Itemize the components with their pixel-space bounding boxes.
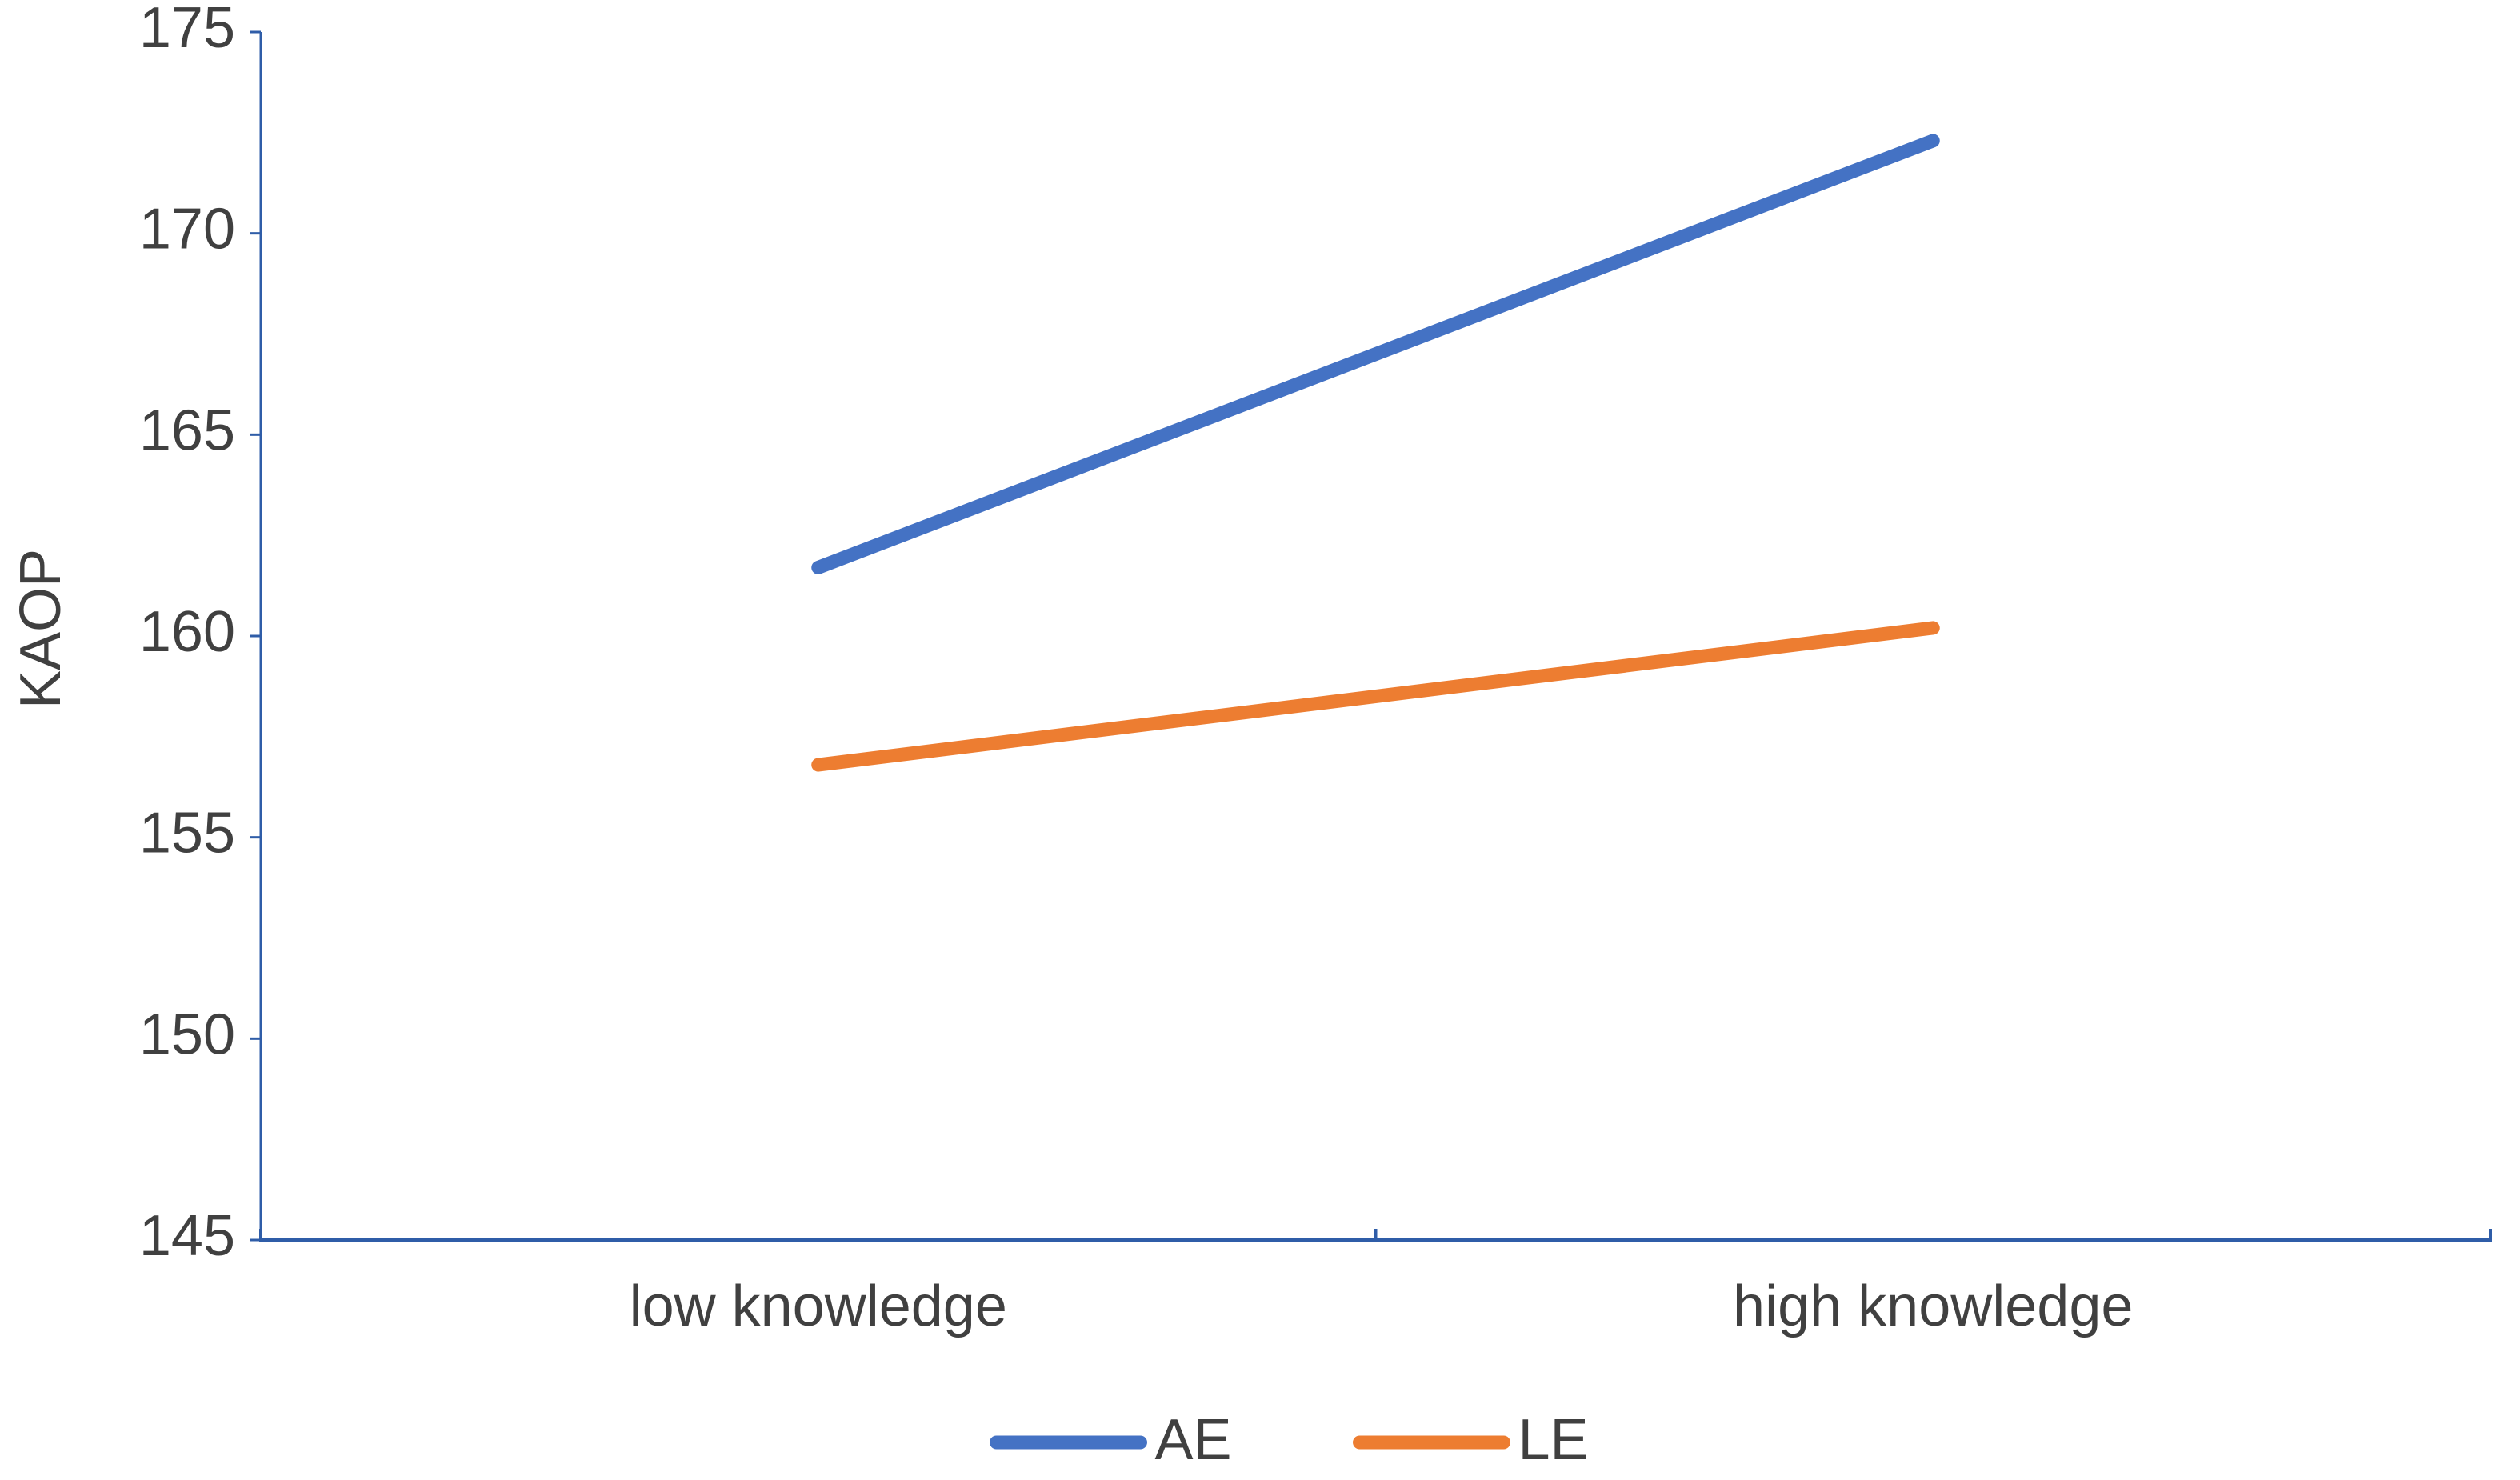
x-tick-label: low knowledge xyxy=(630,1274,1007,1338)
x-tick-label: high knowledge xyxy=(1733,1274,2133,1338)
series-line xyxy=(811,621,1940,772)
y-tick-label: 150 xyxy=(139,1002,235,1066)
y-tick-label: 165 xyxy=(139,398,235,462)
y-tick-label: 160 xyxy=(139,600,235,664)
legend-label: AE xyxy=(1155,1408,1232,1472)
y-tick-label: 175 xyxy=(139,0,235,60)
y-tick-label: 170 xyxy=(139,198,235,262)
y-axis-label: KAOP xyxy=(9,549,73,709)
series-line xyxy=(811,134,1940,574)
y-tick-label: 155 xyxy=(139,802,235,866)
legend-label: LE xyxy=(1518,1408,1589,1472)
y-tick-label: 145 xyxy=(139,1204,235,1268)
